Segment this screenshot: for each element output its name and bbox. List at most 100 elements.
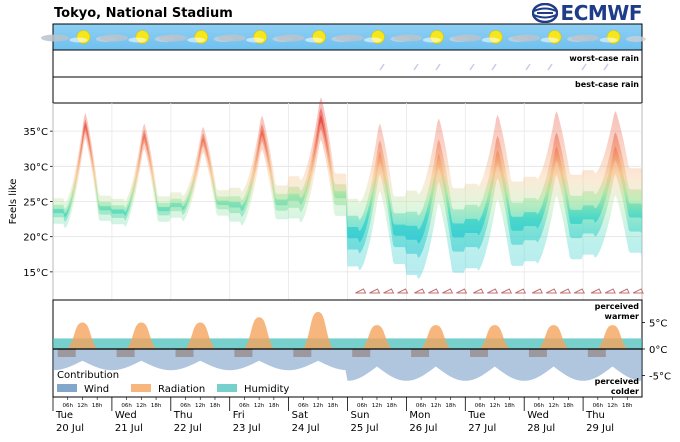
wind-barb	[515, 288, 527, 294]
ytick-label: 25°C	[23, 198, 48, 209]
hour-tick-label: 12h	[372, 403, 383, 409]
ytick-label: 15°C	[23, 268, 48, 279]
wind-overlap-area	[175, 349, 194, 357]
hour-tick-label: 06h	[475, 403, 486, 409]
wind-barb	[590, 288, 602, 294]
radiation-contribution-area	[185, 322, 215, 349]
hour-tick-label: 12h	[195, 403, 206, 409]
cloud-band	[363, 37, 382, 43]
cloud-band	[217, 34, 246, 42]
radiation-contribution-area	[538, 325, 569, 349]
hour-tick-label: 18h	[151, 403, 162, 409]
radiation-contribution-area	[421, 325, 451, 349]
cloud-band	[128, 37, 147, 43]
hour-tick-label: 18h	[622, 403, 633, 409]
hour-tick-label: 18h	[563, 403, 574, 409]
hour-tick-label: 06h	[416, 403, 427, 409]
wind-contribution-area	[53, 349, 642, 381]
day-label: Mon	[409, 410, 430, 421]
rain-drop	[435, 63, 441, 71]
wind-barb	[428, 288, 440, 294]
date-label: 24 Jul	[292, 423, 320, 434]
perceived-colder-label: colder	[611, 387, 639, 396]
cloud-band	[599, 37, 618, 43]
contribution-ytick-label: -5°C	[649, 372, 671, 383]
radiation-contribution-area	[303, 311, 333, 349]
cloud-band	[69, 37, 88, 43]
rain-drop	[603, 63, 609, 71]
rain-drop	[491, 63, 497, 71]
wind-barb	[632, 288, 644, 294]
date-label: 29 Jul	[586, 423, 614, 434]
wind-overlap-area	[470, 349, 489, 357]
wind-overlap-area	[234, 349, 253, 357]
wind-barb	[487, 288, 499, 294]
cloud-band	[571, 34, 600, 42]
cloud-band	[246, 37, 265, 43]
hour-tick-label: 06h	[298, 403, 309, 409]
contribution-ytick-label: 5°C	[649, 319, 667, 330]
best-case-rain-label: best-case rain	[575, 80, 639, 89]
ecmwf-logo: ECMWF	[531, 1, 643, 25]
wind-barb	[383, 288, 395, 294]
day-label: Wed	[527, 410, 549, 421]
cloud-band	[626, 36, 646, 42]
hour-tick-label: 12h	[607, 403, 618, 409]
day-label: Sun	[351, 410, 370, 421]
wind-overlap-area	[528, 349, 547, 357]
radiation-contribution-area	[597, 325, 628, 349]
cloud-band	[276, 34, 305, 42]
day-label: Thu	[173, 410, 193, 421]
wind-barb	[618, 288, 630, 294]
ecmwf-logo-icon	[531, 3, 558, 23]
wind-overlap-area	[411, 349, 430, 357]
perceived-warmer-label: warmer	[605, 312, 639, 321]
date-label: 25 Jul	[351, 423, 379, 434]
hour-tick-label: 18h	[504, 403, 515, 409]
hour-tick-label: 06h	[593, 403, 604, 409]
cloud-band	[99, 34, 128, 42]
worst-case-rain-label: worst-case rain	[569, 54, 639, 63]
hour-tick-label: 06h	[534, 403, 545, 409]
hour-tick-label: 06h	[239, 403, 250, 409]
hour-tick-label: 18h	[328, 403, 339, 409]
worst-case-rain-panel	[52, 49, 643, 78]
wind-barb	[369, 288, 381, 294]
date-label: 28 Jul	[527, 423, 555, 434]
date-label: 26 Jul	[409, 423, 437, 434]
feels-like-outer-band	[53, 97, 642, 279]
y-axis-label: Feels like	[8, 179, 19, 225]
cloud-band	[453, 34, 482, 42]
cloud-band	[512, 34, 541, 42]
rain-drop	[525, 63, 531, 71]
wind-barb	[531, 288, 544, 294]
day-label: Wed	[115, 410, 137, 421]
wind-barb	[573, 288, 586, 294]
rain-drop	[581, 63, 587, 71]
cloud-band	[540, 37, 559, 43]
day-label: Sat	[292, 410, 308, 421]
hour-tick-label: 18h	[445, 403, 456, 409]
ytick-label: 35°C	[23, 127, 48, 138]
hour-tick-label: 06h	[121, 403, 132, 409]
day-label: Tue	[55, 410, 73, 421]
wind-overlap-area	[587, 349, 606, 357]
radiation-contribution-area	[362, 325, 392, 349]
cloud-band	[305, 37, 324, 43]
hour-tick-label: 12h	[548, 403, 559, 409]
date-label: 22 Jul	[174, 423, 202, 434]
radiation-contribution-area	[244, 317, 274, 349]
perceived-colder-label: perceived	[595, 377, 640, 386]
wind-barb	[473, 288, 485, 294]
radiation-contribution-area	[126, 322, 157, 349]
hour-tick-label: 12h	[490, 403, 501, 409]
legend-swatch-radiation	[131, 384, 151, 392]
date-label: 23 Jul	[233, 423, 261, 434]
radiation-contribution-area	[67, 322, 98, 349]
page-title: Tokyo, National Stadium	[54, 6, 233, 21]
cloud-band	[422, 37, 441, 43]
humidity-contribution-area	[53, 338, 642, 349]
rain-drop	[469, 63, 475, 71]
wind-barb	[604, 288, 616, 294]
